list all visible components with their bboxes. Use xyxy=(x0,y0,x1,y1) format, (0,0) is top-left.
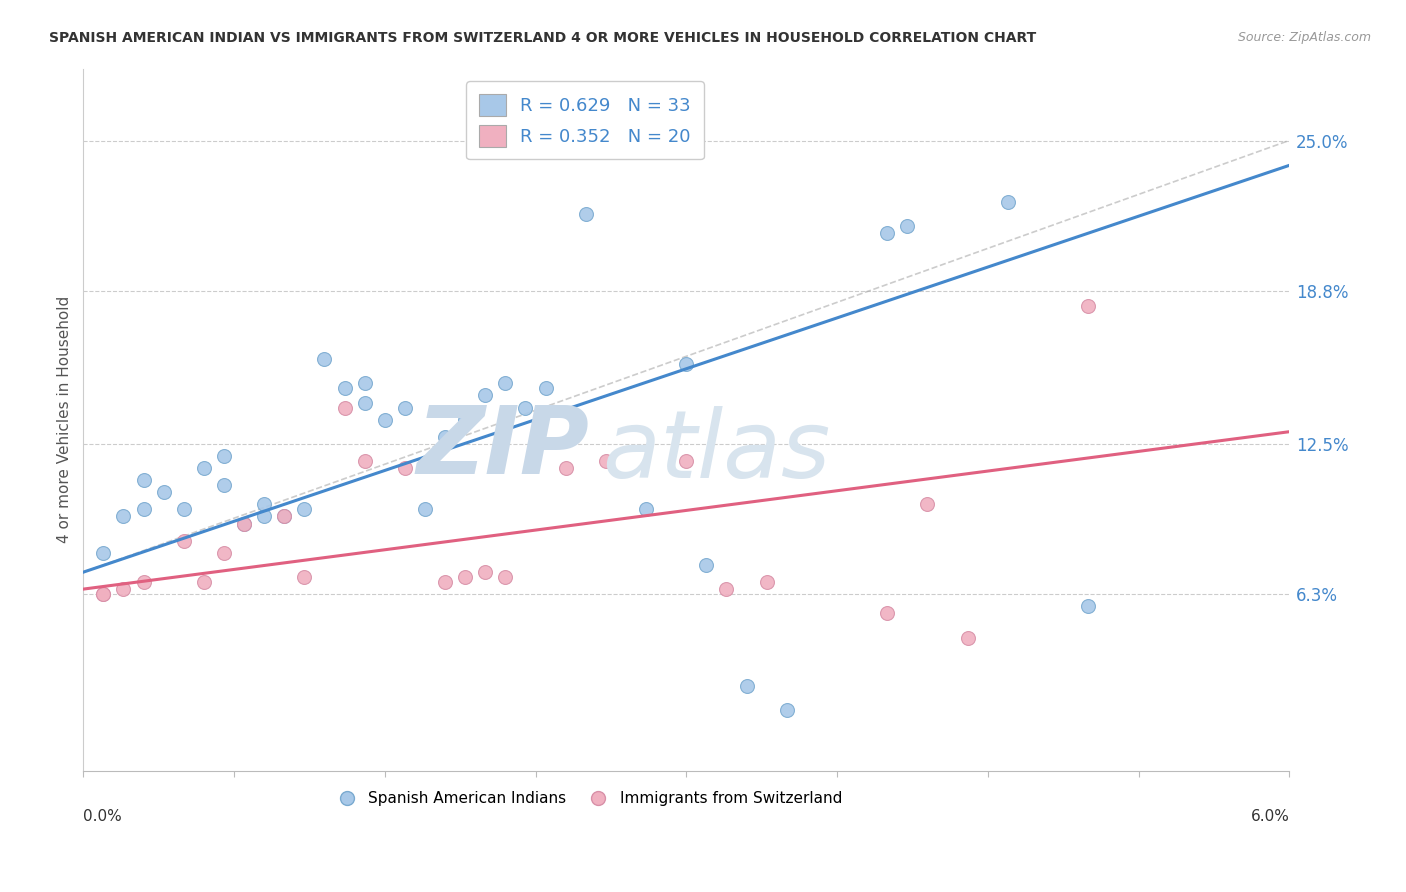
Point xyxy=(434,574,457,589)
Text: 6.0%: 6.0% xyxy=(1250,809,1289,824)
Point xyxy=(776,703,799,717)
Point xyxy=(253,509,276,524)
Point xyxy=(333,401,356,415)
Text: ZIP: ZIP xyxy=(418,401,589,493)
Point xyxy=(374,412,396,426)
Point xyxy=(132,473,155,487)
Point xyxy=(997,194,1019,209)
Point xyxy=(896,219,918,233)
Y-axis label: 4 or more Vehicles in Household: 4 or more Vehicles in Household xyxy=(58,296,72,543)
Point xyxy=(755,574,778,589)
Point xyxy=(193,574,215,589)
Point xyxy=(695,558,717,572)
Legend: Spanish American Indians, Immigrants from Switzerland: Spanish American Indians, Immigrants fro… xyxy=(332,785,848,813)
Point xyxy=(112,509,135,524)
Point xyxy=(1077,299,1099,313)
Point xyxy=(132,502,155,516)
Point xyxy=(93,587,115,601)
Point xyxy=(413,502,436,516)
Point xyxy=(956,631,979,645)
Point xyxy=(253,497,276,511)
Point xyxy=(173,502,195,516)
Point xyxy=(212,478,235,492)
Point xyxy=(575,207,598,221)
Point xyxy=(112,582,135,596)
Text: 0.0%: 0.0% xyxy=(83,809,122,824)
Point xyxy=(273,509,295,524)
Point xyxy=(292,502,315,516)
Point xyxy=(1077,599,1099,613)
Point xyxy=(394,401,416,415)
Point xyxy=(212,546,235,560)
Text: Source: ZipAtlas.com: Source: ZipAtlas.com xyxy=(1237,31,1371,45)
Point xyxy=(173,533,195,548)
Text: SPANISH AMERICAN INDIAN VS IMMIGRANTS FROM SWITZERLAND 4 OR MORE VEHICLES IN HOU: SPANISH AMERICAN INDIAN VS IMMIGRANTS FR… xyxy=(49,31,1036,45)
Point xyxy=(675,454,697,468)
Point xyxy=(353,395,375,409)
Point xyxy=(233,516,256,531)
Point xyxy=(212,449,235,463)
Point xyxy=(454,412,477,426)
Point xyxy=(333,381,356,395)
Point xyxy=(735,679,758,693)
Point xyxy=(917,497,939,511)
Point xyxy=(233,516,256,531)
Point xyxy=(273,509,295,524)
Point xyxy=(636,502,658,516)
Text: atlas: atlas xyxy=(602,406,830,497)
Point xyxy=(876,226,898,240)
Point xyxy=(675,357,697,371)
Point xyxy=(494,570,516,584)
Point xyxy=(434,429,457,443)
Point xyxy=(474,388,496,402)
Point xyxy=(292,570,315,584)
Point xyxy=(314,352,336,367)
Point xyxy=(494,376,516,391)
Point xyxy=(353,454,375,468)
Point xyxy=(193,461,215,475)
Point xyxy=(595,454,617,468)
Point xyxy=(876,607,898,621)
Point xyxy=(132,574,155,589)
Point xyxy=(716,582,738,596)
Point xyxy=(554,461,576,475)
Point xyxy=(474,565,496,579)
Point xyxy=(353,376,375,391)
Point xyxy=(454,570,477,584)
Point xyxy=(93,587,115,601)
Point xyxy=(93,546,115,560)
Point xyxy=(394,461,416,475)
Point xyxy=(534,381,557,395)
Point xyxy=(515,401,537,415)
Point xyxy=(152,485,174,500)
